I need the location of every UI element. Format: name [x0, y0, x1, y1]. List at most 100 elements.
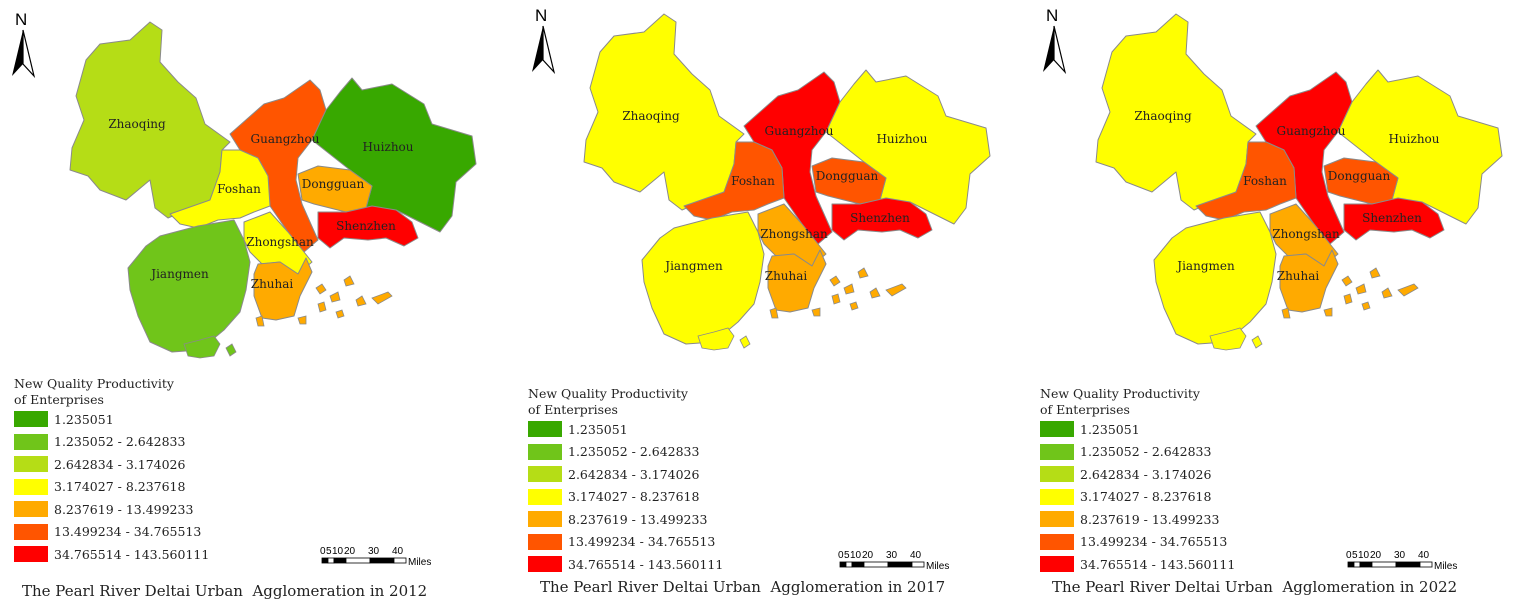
city-region-jiangmen — [1153, 211, 1277, 345]
city-region-zhuhai — [767, 249, 827, 313]
north-label: N — [535, 6, 548, 25]
scale-tick-label: 40 — [392, 546, 404, 557]
scale-segment — [845, 561, 853, 568]
legend-swatch — [1040, 533, 1074, 550]
scale-segment — [327, 557, 335, 564]
scale-segment — [333, 557, 347, 564]
scale-bar: 0 5 10 20 30 40 Miles — [318, 545, 448, 574]
island-shape — [831, 293, 841, 305]
city-label-guangzhou: Guangzhou — [251, 132, 320, 146]
legend: New Quality Productivity of Enterprises … — [1040, 386, 1235, 576]
legend-item: 2.642834 - 3.174026 — [14, 453, 209, 476]
island-shape — [857, 267, 869, 279]
scale-segment — [1353, 561, 1361, 568]
island-shape — [1381, 287, 1393, 299]
city-label-guangzhou: Guangzhou — [765, 124, 834, 138]
city-label-shenzhen: Shenzhen — [1362, 211, 1422, 225]
island-shape — [335, 309, 345, 319]
map-caption: The Pearl River Deltai Urban Agglomerati… — [540, 578, 946, 596]
city-label-zhongshan: Zhongshan — [246, 235, 314, 249]
island-shape — [769, 307, 779, 319]
city-label-foshan: Foshan — [731, 174, 775, 188]
scale-segment — [1419, 561, 1433, 568]
scale-segment — [369, 557, 395, 564]
north-label: N — [1046, 6, 1059, 25]
scale-segment — [851, 561, 865, 568]
legend-label: 8.237619 - 13.499233 — [1080, 511, 1220, 527]
scale-segment — [911, 561, 925, 568]
legend-rows: 1.235051 1.235052 - 2.642833 2.642834 - 3.… — [14, 408, 209, 566]
city-label-huizhou: Huizhou — [876, 132, 927, 146]
legend-label: 1.235051 — [1080, 421, 1140, 437]
legend-item: 1.235052 - 2.642833 — [14, 431, 209, 454]
legend-swatch — [528, 421, 562, 438]
legend-swatch — [14, 501, 48, 518]
scale-segment — [863, 561, 889, 568]
legend-label: 2.642834 - 3.174026 — [54, 456, 186, 472]
island-shape — [849, 301, 859, 311]
legend-item: 2.642834 - 3.174026 — [1040, 463, 1235, 486]
island-shape — [317, 301, 327, 313]
island-shape — [315, 283, 327, 295]
scale-tick-label: 40 — [910, 550, 922, 561]
legend-swatch — [1040, 443, 1074, 460]
island-shape — [869, 287, 881, 299]
island-shape — [1281, 307, 1291, 319]
legend-item: 34.765514 - 143.560111 — [14, 543, 209, 566]
legend-rows: 1.235051 1.235052 - 2.642833 2.642834 - 3.… — [528, 418, 723, 576]
legend-item: 8.237619 - 13.499233 — [14, 498, 209, 521]
scale-tick-label: 20 — [344, 546, 356, 557]
island-shape — [297, 315, 307, 325]
scale-tick-label: 5 — [1352, 550, 1358, 561]
legend-item: 34.765514 - 143.560111 — [528, 553, 723, 576]
island-shape — [1341, 275, 1353, 287]
legend-swatch — [14, 433, 48, 450]
island-shape — [1361, 301, 1371, 311]
legend-title: New Quality Productivity of Enterprises — [528, 386, 688, 417]
legend-swatch — [14, 456, 48, 473]
legend-label: 1.235052 - 2.642833 — [1080, 444, 1212, 460]
legend-label: 13.499234 - 34.765513 — [568, 534, 716, 550]
scale-tick-label: 30 — [886, 550, 898, 561]
scale-segment — [839, 561, 847, 568]
island-shape — [343, 275, 355, 287]
map-caption: The Pearl River Deltai Urban Agglomerati… — [22, 582, 428, 600]
legend-label: 3.174027 - 8.237618 — [54, 479, 186, 495]
legend-swatch — [528, 533, 562, 550]
legend-label: 2.642834 - 3.174026 — [1080, 466, 1212, 482]
legend-swatch — [14, 546, 48, 563]
island-shape — [1369, 267, 1381, 279]
city-region-jiangmen — [641, 211, 765, 345]
scale-tick-label: 20 — [862, 550, 874, 561]
scale-segment — [1359, 561, 1373, 568]
city-region-foshan — [1195, 141, 1297, 221]
legend-swatch — [528, 511, 562, 528]
island-shape — [1343, 293, 1353, 305]
island-shape — [1397, 283, 1419, 297]
city-region-shenzhen — [831, 197, 933, 241]
map-caption: The Pearl River Deltai Urban Agglomerati… — [1052, 578, 1458, 596]
legend-rows: 1.235051 1.235052 - 2.642833 2.642834 - 3.… — [1040, 418, 1235, 576]
legend-swatch — [14, 411, 48, 428]
city-label-zhuhai: Zhuhai — [251, 277, 294, 291]
island-shape — [739, 335, 751, 349]
legend-label: 34.765514 - 143.560111 — [1080, 556, 1236, 572]
legend-item: 3.174027 - 8.237618 — [1040, 486, 1235, 509]
scale-segment — [345, 557, 371, 564]
map-panel-2012: Zhaoqing Guangzhou Huizhou Foshan Dongguan Sh… — [0, 0, 512, 610]
legend-label: 34.765514 - 143.560111 — [54, 546, 210, 562]
map-panel-2022: Zhaoqing Guangzhou Huizhou Foshan Dongguan Sh… — [1024, 0, 1536, 610]
legend-swatch — [1040, 556, 1074, 573]
legend-swatch — [1040, 421, 1074, 438]
city-label-zhongshan: Zhongshan — [760, 227, 828, 241]
legend-label: 1.235051 — [568, 421, 628, 437]
island-shape — [697, 327, 735, 351]
scale-bar-graphic: 0 5 10 20 30 40 Miles — [1346, 550, 1457, 572]
scale-segment — [887, 561, 913, 568]
city-region-zhuhai — [253, 257, 313, 321]
island-shape — [225, 343, 237, 357]
city-region-jiangmen — [127, 219, 251, 353]
scale-unit-label: Miles — [408, 557, 431, 568]
legend-swatch — [14, 523, 48, 540]
city-label-jiangmen: Jiangmen — [663, 259, 723, 273]
